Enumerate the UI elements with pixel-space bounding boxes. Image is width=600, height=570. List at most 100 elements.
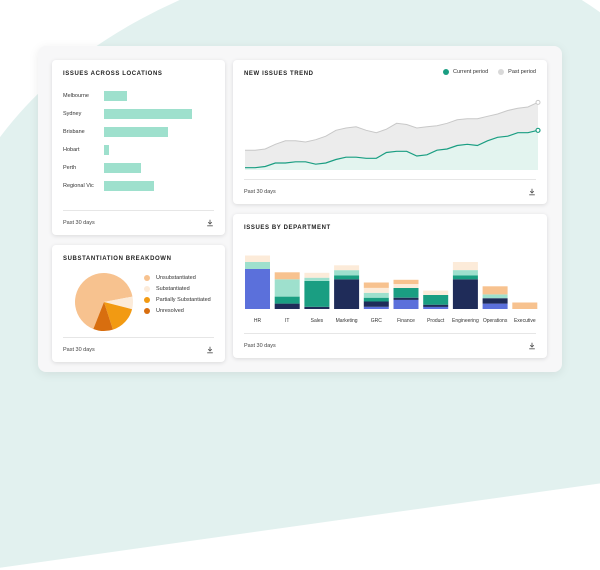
location-label: Melbourne — [63, 93, 89, 99]
location-bar — [104, 163, 141, 173]
department-bar-segment — [304, 277, 330, 281]
department-bar-segment — [334, 270, 360, 276]
department-bar-segment — [363, 292, 389, 298]
department-bar-segment — [304, 280, 330, 307]
location-row: Regional Vic — [63, 181, 154, 191]
location-label: Brisbane — [63, 129, 85, 135]
download-icon[interactable] — [528, 188, 536, 196]
location-label: Perth — [63, 165, 77, 171]
substantiation-card: SUBSTANTIATION BREAKDOWN Unsubstantiated… — [52, 245, 225, 362]
pie-slice — [104, 296, 134, 310]
department-bar-segment — [245, 269, 270, 309]
past-period-end-point — [535, 99, 541, 105]
department-label: GRC — [370, 318, 382, 324]
trend-legend: Current period Past period — [443, 69, 536, 75]
past-period-label: Past period — [508, 69, 536, 75]
trend-period-label: Past 30 days — [244, 189, 276, 195]
location-label: Regional Vic — [63, 183, 94, 189]
current-period-end-point — [535, 127, 541, 133]
download-icon[interactable] — [206, 219, 214, 227]
current-period-area — [245, 130, 538, 170]
locations-period-label: Past 30 days — [63, 220, 95, 226]
department-bar-segment — [334, 279, 360, 309]
department-bar-segment — [482, 303, 508, 309]
substantiation-card-footer: Past 30 days — [63, 337, 214, 362]
department-bar-segment — [334, 265, 360, 271]
department-label: Executive — [513, 318, 536, 324]
legend-swatch — [144, 308, 150, 314]
department-bar-segment — [423, 306, 449, 309]
department-bar-segment — [363, 287, 389, 293]
department-bar-segment — [274, 279, 300, 297]
department-bar-segment — [452, 275, 478, 280]
department-bar-segment — [393, 297, 419, 300]
department-period-label: Past 30 days — [244, 343, 276, 349]
department-card-footer: Past 30 days — [244, 333, 536, 358]
legend-item: Substantiated — [144, 286, 211, 292]
legend-label: Partially Substantiated — [156, 297, 211, 303]
legend-label: Unresolved — [156, 308, 184, 314]
department-bar-segment — [452, 279, 478, 309]
legend-swatch — [144, 286, 150, 292]
pie-slice — [75, 272, 133, 329]
department-bar-segment — [423, 290, 449, 295]
legend-swatch — [144, 297, 150, 303]
legend-label: Unsubstantiated — [156, 275, 196, 281]
location-bar — [104, 127, 168, 137]
department-stacked-bar-chart — [245, 255, 538, 309]
substantiation-pie-chart — [75, 272, 134, 331]
department-bar-segment — [363, 306, 389, 309]
location-row: Sydney — [63, 109, 192, 119]
legend-label: Substantiated — [156, 286, 190, 292]
department-label: HR — [253, 318, 262, 324]
location-row: Perth — [63, 163, 141, 173]
department-bar-segment — [482, 298, 508, 304]
department-bar-segment — [274, 303, 300, 309]
department-label: Product — [427, 318, 445, 324]
dashboard-frame: ISSUES ACROSS LOCATIONS Melbourne Sydney B… — [38, 46, 562, 372]
locations-card-footer: Past 30 days — [63, 210, 214, 235]
department-bar-segment — [363, 301, 389, 307]
department-bar-segment — [452, 270, 478, 276]
department-card: ISSUES BY DEPARTMENT HR IT Sales Marketing G… — [233, 214, 547, 358]
trend-card-footer: Past 30 days — [244, 179, 536, 204]
location-bar — [104, 181, 154, 191]
current-period-swatch — [443, 69, 449, 75]
department-bar-segment — [452, 262, 478, 271]
past-period-line — [245, 101, 539, 151]
department-bar-segment — [393, 279, 419, 285]
department-bar-segment — [245, 262, 270, 269]
substantiation-legend: Unsubstantiated Substantiated Partially Su… — [144, 275, 211, 319]
substantiation-period-label: Past 30 days — [63, 347, 95, 353]
location-label: Hobart — [63, 147, 80, 153]
trend-area-chart — [245, 99, 541, 170]
department-card-title: ISSUES BY DEPARTMENT — [244, 225, 331, 231]
pie-slice — [93, 302, 113, 331]
location-bar — [104, 91, 127, 101]
department-bar-segment — [482, 286, 508, 295]
department-bar-segment — [393, 284, 419, 288]
trend-card-title: NEW ISSUES TREND — [244, 71, 314, 77]
department-bar-segment — [363, 297, 389, 302]
download-icon[interactable] — [528, 342, 536, 350]
location-row: Hobart — [63, 145, 109, 155]
legend-item: Unresolved — [144, 308, 211, 314]
location-bar — [104, 109, 192, 119]
substantiation-card-title: SUBSTANTIATION BREAKDOWN — [63, 256, 172, 262]
department-bar-segment — [304, 306, 330, 309]
department-bar-segment — [274, 272, 300, 280]
locations-card-title: ISSUES ACROSS LOCATIONS — [63, 71, 163, 77]
department-bar-segment — [393, 287, 419, 298]
location-row: Melbourne — [63, 91, 127, 101]
pie-slice — [104, 302, 133, 330]
department-label: Marketing — [335, 318, 358, 324]
legend-item: Partially Substantiated — [144, 297, 211, 303]
location-label: Sydney — [63, 111, 82, 117]
locations-card: ISSUES ACROSS LOCATIONS Melbourne Sydney B… — [52, 60, 225, 235]
department-bar-segment — [334, 275, 360, 280]
department-bar-segment — [393, 299, 419, 309]
department-bar-segment — [423, 304, 449, 307]
download-icon[interactable] — [206, 346, 214, 354]
current-period-label: Current period — [453, 69, 489, 75]
trend-card: NEW ISSUES TREND Current period Past per… — [233, 60, 547, 204]
